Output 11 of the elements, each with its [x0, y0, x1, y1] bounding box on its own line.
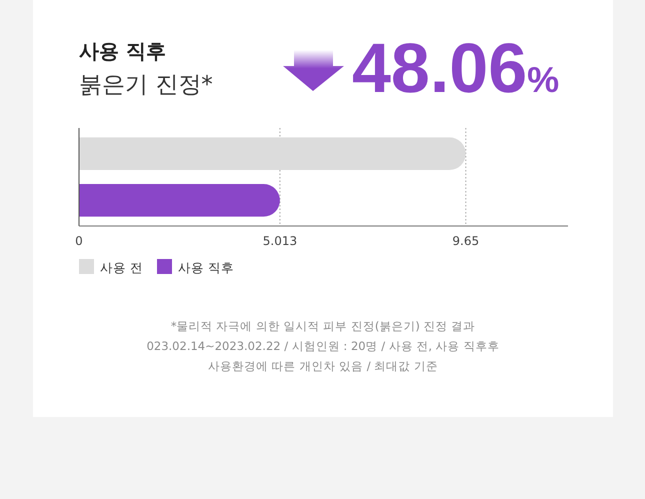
text: 023.02.14~2023.02.22 / 시험인원 : 20명 / 사용 전, 사용 직후후 [146, 339, 500, 353]
legend-label: 사용 직후 [178, 260, 234, 275]
chart-subtitle: 붉은기 진정* [79, 72, 213, 98]
x-tick-label: 9.65 [452, 234, 480, 248]
x-tick-label: 5.013 [262, 234, 298, 248]
x-tick-label: 0 [75, 234, 83, 248]
chart-title: 사용 직후 [79, 39, 166, 63]
legend-label: 사용 전 [100, 260, 143, 275]
text: 사용환경에 따른 개인차 있음 / 최대값 기준 [208, 359, 438, 373]
text: 48.06% [352, 29, 560, 107]
text: *물리적 자극에 의한 일시적 피부 진정(붉은기) 진정 결과 [170, 319, 476, 333]
